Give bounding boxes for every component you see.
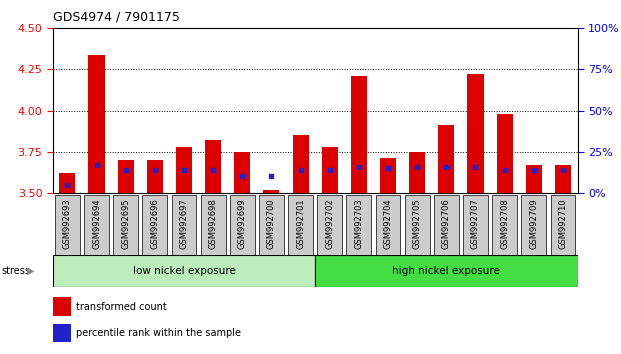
Text: high nickel exposure: high nickel exposure <box>392 266 501 276</box>
Text: GSM992693: GSM992693 <box>63 199 72 249</box>
Text: GSM992701: GSM992701 <box>296 199 305 249</box>
FancyBboxPatch shape <box>463 195 488 255</box>
Text: GSM992697: GSM992697 <box>179 199 188 249</box>
FancyBboxPatch shape <box>142 195 167 255</box>
FancyBboxPatch shape <box>230 195 255 255</box>
Bar <box>497 114 513 193</box>
Text: GSM992708: GSM992708 <box>500 199 509 249</box>
Text: GSM992699: GSM992699 <box>238 199 247 249</box>
Text: ▶: ▶ <box>27 266 35 276</box>
Text: GSM992700: GSM992700 <box>267 199 276 249</box>
Text: GSM992694: GSM992694 <box>92 199 101 249</box>
FancyBboxPatch shape <box>288 195 313 255</box>
Bar <box>89 55 104 193</box>
Text: transformed count: transformed count <box>76 302 167 312</box>
Bar <box>322 147 338 193</box>
Text: stress: stress <box>1 266 30 276</box>
Bar <box>263 190 279 193</box>
FancyBboxPatch shape <box>55 195 79 255</box>
FancyBboxPatch shape <box>522 195 546 255</box>
Bar <box>234 152 250 193</box>
Text: GSM992702: GSM992702 <box>325 199 334 249</box>
Text: GSM992707: GSM992707 <box>471 199 480 249</box>
FancyBboxPatch shape <box>347 195 371 255</box>
FancyBboxPatch shape <box>53 255 315 287</box>
Bar <box>205 140 221 193</box>
Text: GSM992705: GSM992705 <box>413 199 422 249</box>
Text: low nickel exposure: low nickel exposure <box>132 266 235 276</box>
Bar <box>438 125 455 193</box>
Bar <box>351 76 367 193</box>
FancyBboxPatch shape <box>376 195 401 255</box>
Bar <box>53 297 71 316</box>
FancyBboxPatch shape <box>113 195 138 255</box>
Text: GSM992695: GSM992695 <box>121 199 130 249</box>
FancyBboxPatch shape <box>84 195 109 255</box>
Text: GSM992709: GSM992709 <box>529 199 538 249</box>
Bar <box>468 74 484 193</box>
FancyBboxPatch shape <box>315 255 578 287</box>
Bar <box>53 324 71 343</box>
Text: GSM992704: GSM992704 <box>384 199 392 249</box>
Bar <box>409 152 425 193</box>
Bar <box>555 165 571 193</box>
FancyBboxPatch shape <box>259 195 284 255</box>
Bar <box>380 158 396 193</box>
Bar <box>60 173 75 193</box>
Bar <box>176 147 192 193</box>
FancyBboxPatch shape <box>434 195 459 255</box>
FancyBboxPatch shape <box>317 195 342 255</box>
Text: GSM992710: GSM992710 <box>558 199 568 249</box>
FancyBboxPatch shape <box>405 195 430 255</box>
FancyBboxPatch shape <box>492 195 517 255</box>
Text: GSM992706: GSM992706 <box>442 199 451 249</box>
Text: GSM992698: GSM992698 <box>209 199 217 249</box>
Text: GSM992703: GSM992703 <box>355 199 363 249</box>
FancyBboxPatch shape <box>201 195 225 255</box>
Text: GSM992696: GSM992696 <box>150 199 160 249</box>
Bar <box>292 135 309 193</box>
FancyBboxPatch shape <box>171 195 196 255</box>
FancyBboxPatch shape <box>551 195 575 255</box>
Text: GDS4974 / 7901175: GDS4974 / 7901175 <box>53 11 179 24</box>
Bar <box>117 160 134 193</box>
Bar <box>147 160 163 193</box>
Text: percentile rank within the sample: percentile rank within the sample <box>76 329 242 338</box>
Bar <box>526 165 542 193</box>
